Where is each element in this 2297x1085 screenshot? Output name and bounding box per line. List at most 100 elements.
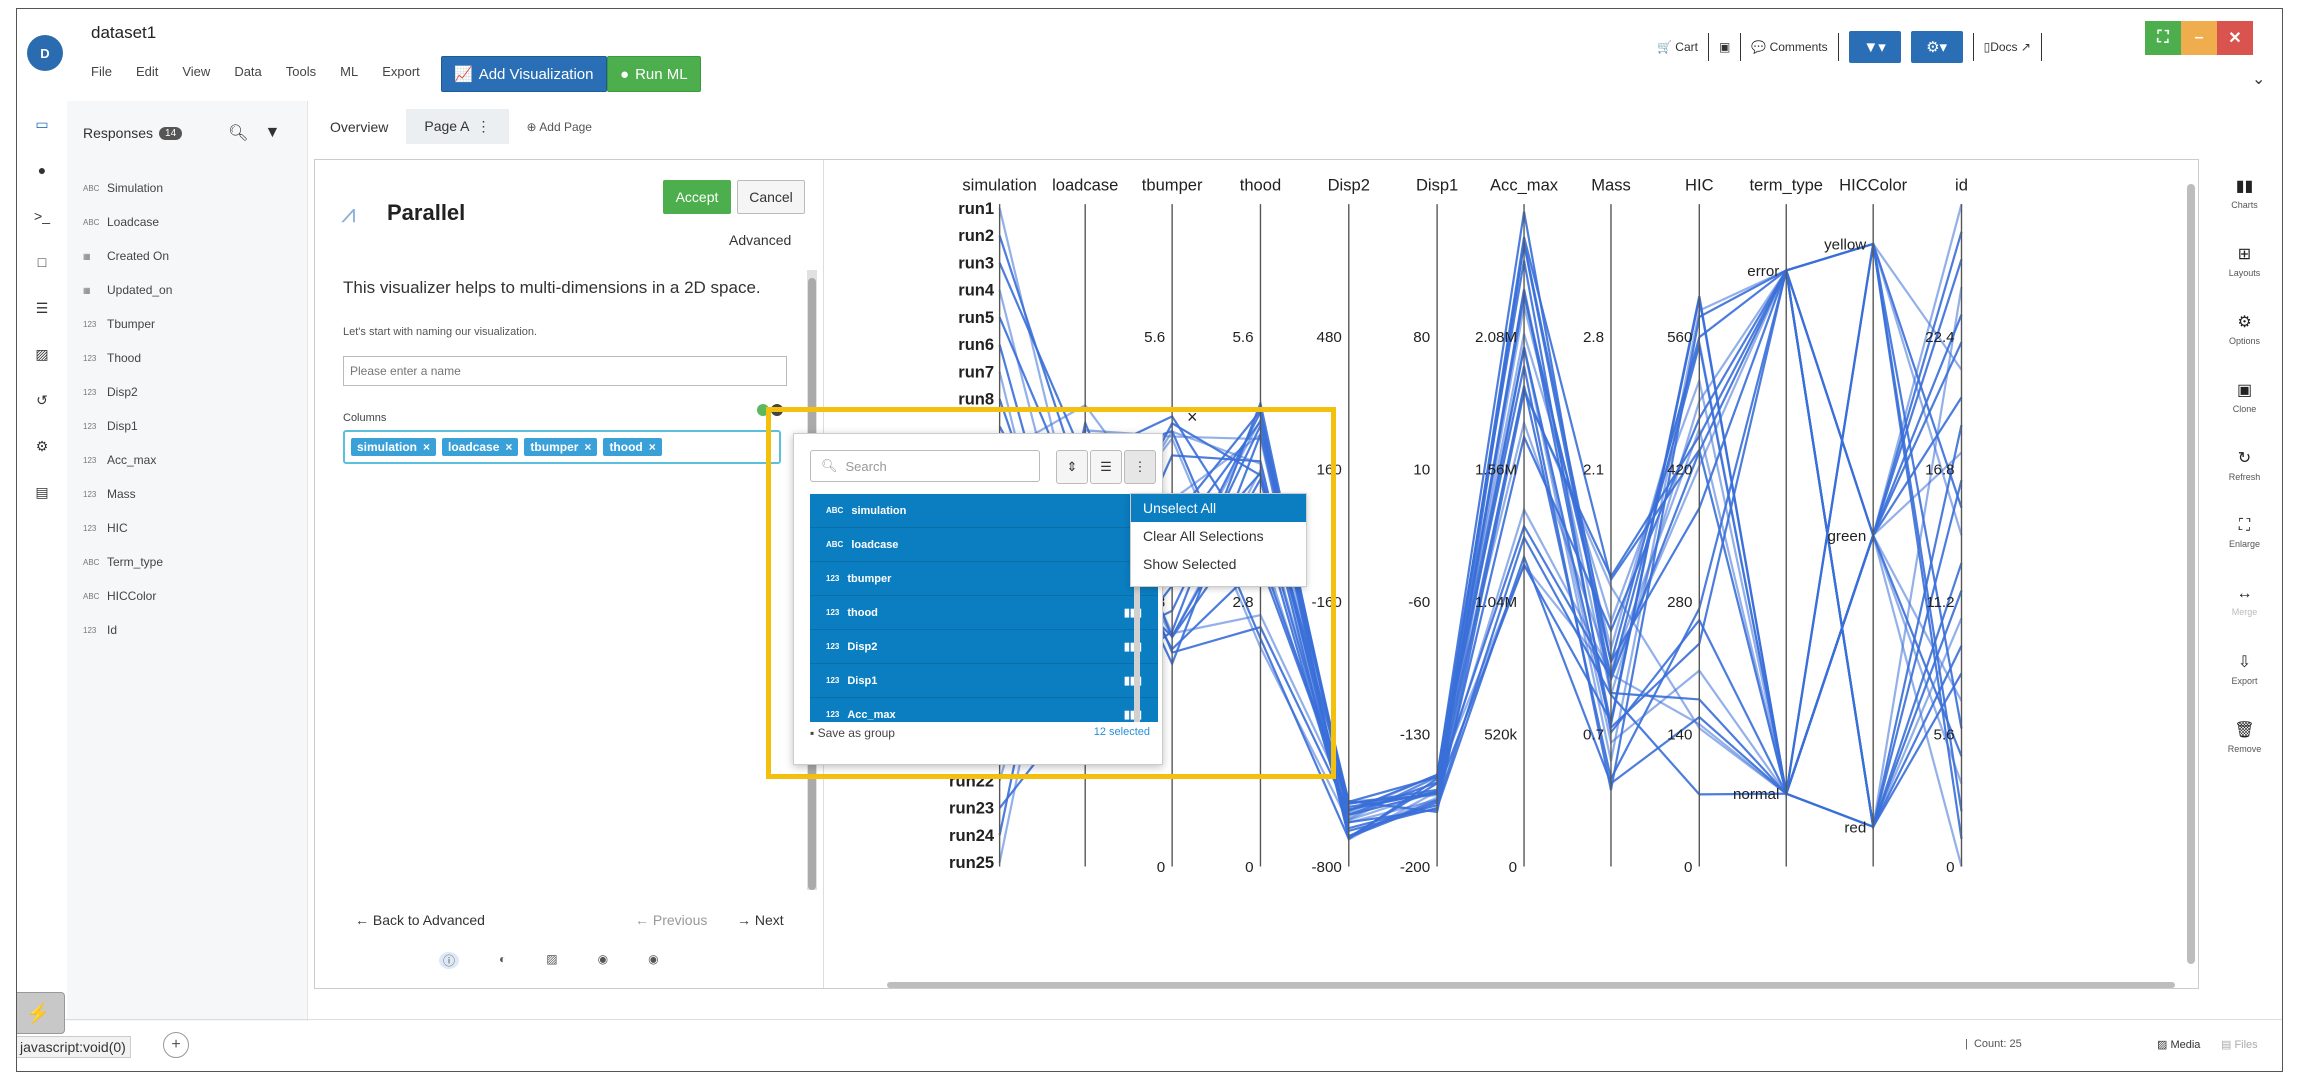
menu-item-file[interactable]: File — [91, 64, 112, 79]
gear-icon[interactable]: ⚙ — [35, 437, 49, 454]
save-as-group-button[interactable]: ▪ Save as group — [810, 726, 895, 740]
axis-label[interactable]: term_type — [1749, 175, 1823, 194]
media-tab[interactable]: ▨ Media — [2157, 1039, 2201, 1051]
menu-item-tools[interactable]: Tools — [285, 64, 317, 79]
remove-tag-icon[interactable]: × — [584, 440, 592, 454]
dropdown-item[interactable]: 123 Disp2 ▮▮▮ — [810, 630, 1158, 664]
axis-label[interactable]: loadcase — [1052, 175, 1118, 194]
column-tag[interactable]: tbumper × — [524, 438, 598, 456]
axis-label[interactable]: thood — [1240, 175, 1281, 194]
menu-item-data[interactable]: Data — [234, 64, 262, 79]
dropdown-item[interactable]: 123 Disp1 ▮▮▮ — [810, 664, 1158, 698]
back-to-advanced-link[interactable]: ← Back to Advanced — [355, 912, 485, 928]
image-icon[interactable]: ▨ — [35, 345, 49, 362]
right-panel-remove[interactable]: 🗑 Remove — [2227, 722, 2262, 754]
parallel-coordinates-chart[interactable]: simulation run1 run2 run3 run4 run5 run6 run7 ru… — [823, 160, 2198, 988]
cancel-button[interactable]: Cancel — [737, 180, 805, 214]
dropdown-item[interactable]: 123 tbumper — [810, 562, 1158, 596]
close-icon[interactable]: × — [1187, 407, 1198, 427]
next-button[interactable]: → Next — [737, 912, 784, 928]
dropdown-scrollbar[interactable] — [1134, 502, 1140, 722]
more-options-button[interactable]: ⋮ — [1124, 450, 1156, 484]
dropdown-item[interactable]: ABC loadcase — [810, 528, 1158, 562]
assistant-icon[interactable]: ⚡ — [17, 992, 65, 1034]
sort-button[interactable]: ⇕ — [1056, 450, 1088, 484]
dropdown-search[interactable]: 🔍︎ Search — [810, 450, 1040, 482]
add-icon[interactable]: + — [163, 1032, 189, 1058]
visualization-name-input[interactable] — [343, 356, 787, 386]
context-menu-item[interactable]: Clear All Selections — [1143, 528, 1264, 544]
menu-item-edit[interactable]: Edit — [135, 64, 159, 79]
axis-label[interactable]: HICColor — [1839, 175, 1908, 194]
dataset-title[interactable]: dataset1 — [91, 23, 157, 42]
add-page-button[interactable]: ⊕ Add Page — [526, 119, 592, 134]
cart-button[interactable]: 🛒 Cart — [1657, 40, 1698, 54]
dropdown-item[interactable]: 123 thood ▮▮▮ — [810, 596, 1158, 630]
add-visualization-button[interactable]: 📈 Add Visualization — [441, 56, 607, 92]
archive-icon[interactable]: ▣ — [1718, 40, 1731, 54]
history-icon[interactable]: ↺ — [36, 391, 48, 408]
minimize-icon[interactable]: – — [2181, 21, 2217, 55]
step-palette-icon[interactable]: ◐ — [499, 952, 507, 966]
response-item[interactable]: 123 HIC — [83, 511, 172, 545]
remove-tag-icon[interactable]: × — [648, 440, 656, 454]
square-icon[interactable]: □ — [37, 254, 47, 270]
axis-label[interactable]: id — [1955, 175, 1968, 194]
sliders-icon[interactable]: ☰ — [35, 299, 49, 316]
axis-label[interactable]: simulation — [962, 175, 1037, 194]
right-panel-export[interactable]: ⇩ Export — [2231, 654, 2258, 686]
menu-item-view[interactable]: View — [182, 64, 211, 79]
remove-tag-icon[interactable]: × — [423, 440, 431, 454]
columns-tag-input[interactable]: simulation × loadcase × tbumper × thood × — [343, 430, 781, 464]
column-tag[interactable]: loadcase × — [442, 438, 519, 456]
axis-label[interactable]: tbumper — [1142, 175, 1203, 194]
axis-label[interactable]: Disp2 — [1328, 175, 1370, 194]
response-item[interactable]: 123 Disp1 — [83, 409, 172, 443]
axis-label[interactable]: Acc_max — [1490, 175, 1559, 194]
response-item[interactable]: ABC Loadcase — [83, 205, 172, 239]
right-panel-enlarge[interactable]: ⛶ Enlarge — [2228, 517, 2261, 549]
chevron-down-icon[interactable]: ⌄ — [2252, 71, 2266, 88]
terminal-icon[interactable]: >_ — [34, 208, 50, 224]
previous-button[interactable]: ← Previous — [635, 912, 708, 928]
axis-label[interactable]: Disp1 — [1416, 175, 1458, 194]
response-item[interactable]: 123 Mass — [83, 477, 172, 511]
advanced-link[interactable]: Advanced — [729, 232, 792, 248]
context-menu-item[interactable]: Unselect All — [1131, 494, 1306, 522]
dropdown-item[interactable]: ABC simulation — [810, 494, 1158, 528]
step-info-icon[interactable]: ⓘ — [439, 952, 459, 969]
response-item[interactable]: 123 Tbumper — [83, 307, 172, 341]
step-image-icon[interactable]: ▨ — [546, 952, 558, 966]
filter-icon[interactable]: ▼ — [264, 124, 281, 141]
right-panel-charts[interactable]: ▮▮ Charts — [2231, 178, 2258, 210]
tab-page-a[interactable]: Page A ⋮ — [406, 109, 509, 144]
comments-button[interactable]: 💬 Comments — [1751, 40, 1828, 54]
axis-label[interactable]: HIC — [1685, 175, 1714, 194]
right-panel-clone[interactable]: ▣ Clone — [2232, 382, 2257, 414]
response-item[interactable]: 123 Disp2 — [83, 375, 172, 409]
response-item[interactable]: ▦ Created On — [83, 239, 172, 273]
axis-label[interactable]: Mass — [1591, 175, 1631, 194]
right-panel-refresh[interactable]: ↻ Refresh — [2228, 450, 2261, 482]
response-item[interactable]: 123 Thood — [83, 341, 172, 375]
close-icon[interactable]: ✕ — [2217, 21, 2253, 55]
files-tab[interactable]: ▤ Files — [2221, 1039, 2258, 1051]
right-panel-layouts[interactable]: ⊞ Layouts — [2228, 246, 2261, 278]
tab-overview[interactable]: Overview — [330, 118, 389, 135]
filter-dropdown-button[interactable]: ▼▾ — [1848, 31, 1901, 63]
response-item[interactable]: 123 Acc_max — [83, 443, 172, 477]
monitor-icon[interactable]: ▭ — [35, 115, 49, 132]
response-item[interactable]: 123 Id — [83, 613, 172, 647]
response-item[interactable]: ▦ Updated_on — [83, 273, 172, 307]
menu-item-export[interactable]: Export — [382, 64, 420, 79]
response-item[interactable]: ABC Simulation — [83, 171, 172, 205]
remove-tag-icon[interactable]: × — [505, 440, 513, 454]
step-eye-icon[interactable]: ◉ — [648, 952, 659, 966]
right-panel-merge[interactable]: ↔ Merge — [2231, 585, 2258, 617]
response-item[interactable]: ABC HICColor — [83, 579, 172, 613]
response-item[interactable]: ABC Term_type — [83, 545, 172, 579]
dropdown-item[interactable]: 123 Acc_max ▮▮▮ — [810, 698, 1158, 722]
sliders-button[interactable]: ☰ — [1090, 450, 1122, 484]
docs-link[interactable]: ▯Docs ↗ — [1983, 40, 2031, 54]
step-eye-icon[interactable]: ◉ — [597, 952, 609, 966]
